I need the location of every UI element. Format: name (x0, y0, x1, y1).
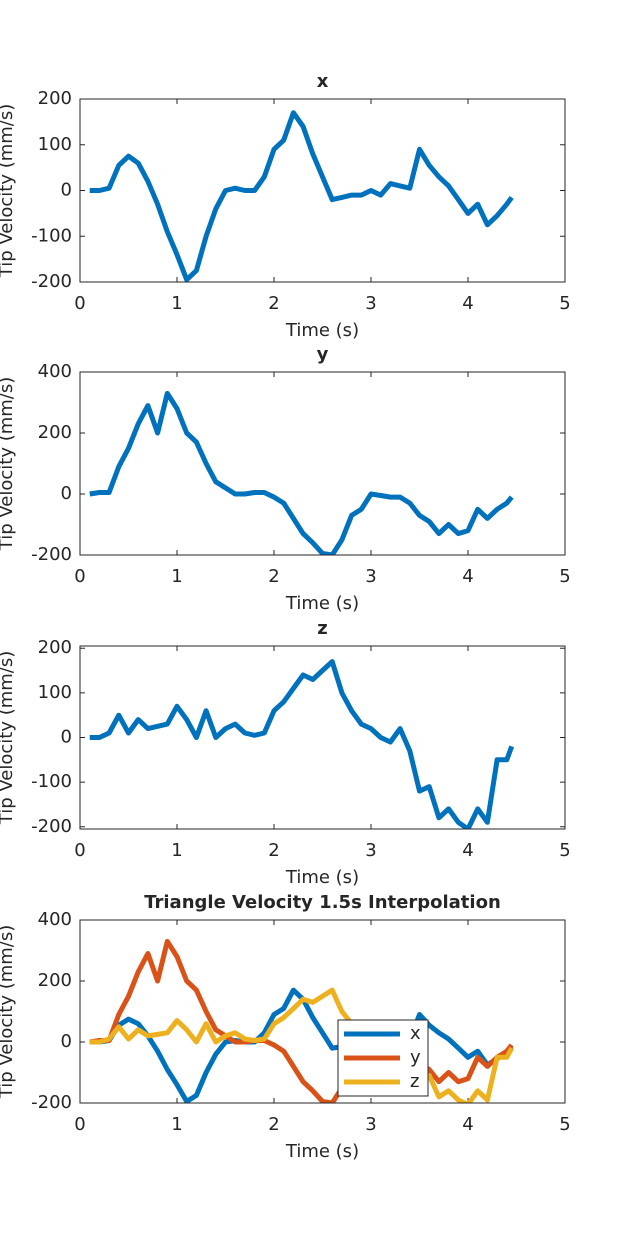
y-tick-label: 200 (38, 637, 72, 658)
subplot: 0 1 2 3 4 5 -200 -100 0 100 200 z Time (s) Tip Veloci… (0, 618, 571, 888)
y-tick-label: 400 (38, 361, 72, 382)
legend-label: y (410, 1047, 421, 1068)
x-tick-label: 3 (365, 293, 376, 314)
x-axis-label: Time (s) (285, 867, 359, 888)
legend-label: z (410, 1071, 419, 1092)
chart-title: x (317, 71, 329, 92)
x-tick-label: 4 (462, 293, 473, 314)
y-tick-label: -200 (31, 1092, 72, 1113)
x-tick-label: 3 (365, 1114, 376, 1135)
plot-area (80, 372, 565, 555)
x-tick-label: 1 (171, 840, 182, 861)
y-axis-label: Tip Velocity (mm/s) (0, 925, 17, 1099)
axes-box (79, 919, 566, 1104)
legend-label: x (410, 1023, 421, 1044)
data-line (89, 110, 514, 282)
x-tick-label: 3 (365, 840, 376, 861)
x-tick-label: 2 (268, 293, 279, 314)
x-tick-label: 2 (268, 1114, 279, 1135)
x-axis-label: Time (s) (285, 320, 359, 341)
y-tick-label: 100 (38, 134, 72, 155)
x-tick-label: 5 (559, 840, 570, 861)
x-tick-label: 0 (74, 840, 85, 861)
data-line (89, 659, 515, 829)
x-tick-label: 1 (171, 293, 182, 314)
plot-area (80, 646, 565, 829)
x-tick-label: 4 (462, 1114, 473, 1135)
y-tick-label: 100 (38, 682, 72, 703)
x-axis-label: Time (s) (285, 593, 359, 614)
data-line (89, 987, 514, 1103)
axes-box (79, 645, 566, 830)
x-tick-label: 0 (74, 293, 85, 314)
data-line (89, 938, 514, 1103)
y-axis-label: Tip Velocity (mm/s) (0, 104, 17, 278)
y-tick-label: -100 (31, 771, 72, 792)
y-tick-label: -100 (31, 225, 72, 246)
y-tick-label: 200 (38, 970, 72, 991)
axes-box (79, 371, 566, 556)
y-tick-label: 200 (38, 88, 72, 109)
y-tick-label: 0 (61, 483, 72, 504)
y-tick-label: 0 (61, 1031, 72, 1052)
x-tick-label: 4 (462, 840, 473, 861)
x-tick-label: 4 (462, 566, 473, 587)
x-tick-label: 0 (74, 566, 85, 587)
x-tick-label: 1 (171, 566, 182, 587)
x-tick-label: 0 (74, 1114, 85, 1135)
y-tick-label: -200 (31, 544, 72, 565)
y-tick-label: 0 (61, 180, 72, 201)
x-tick-label: 1 (171, 1114, 182, 1135)
y-tick-label: 400 (38, 909, 72, 930)
y-tick-label: 200 (38, 422, 72, 443)
plot-area (80, 920, 565, 1103)
y-tick-label: -200 (31, 816, 72, 837)
chart-title: Triangle Velocity 1.5s Interpolation (144, 892, 501, 913)
data-line (89, 390, 514, 555)
y-axis-label: Tip Velocity (mm/s) (0, 651, 17, 825)
x-tick-label: 5 (559, 1114, 570, 1135)
y-tick-label: 0 (61, 727, 72, 748)
y-tick-label: -200 (31, 271, 72, 292)
x-axis-label: Time (s) (285, 1141, 359, 1162)
subplot: 0 1 2 3 4 5 -200 -100 0 100 200 x Time (s) Tip Veloci… (0, 71, 571, 341)
chart-title: z (317, 618, 327, 639)
x-tick-label: 2 (268, 840, 279, 861)
chart-title: y (317, 344, 329, 365)
x-tick-label: 3 (365, 566, 376, 587)
x-tick-label: 5 (559, 566, 570, 587)
x-tick-label: 5 (559, 293, 570, 314)
axes-box (79, 98, 566, 283)
y-axis-label: Tip Velocity (mm/s) (0, 377, 17, 551)
plot-area (80, 99, 565, 282)
x-tick-label: 2 (268, 566, 279, 587)
